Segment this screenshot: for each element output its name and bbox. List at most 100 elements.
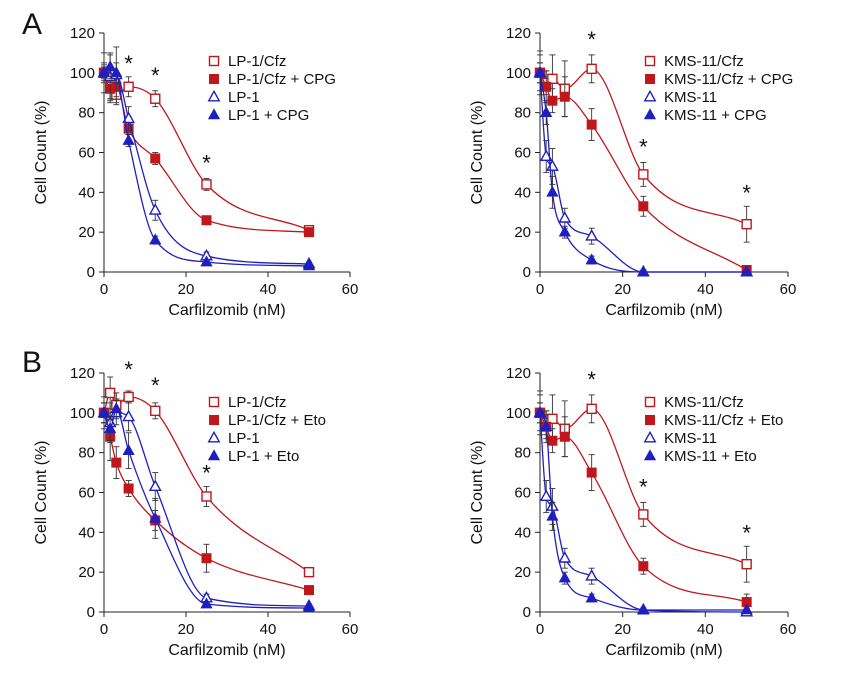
panel-letter-a: A (22, 8, 43, 41)
data-point (585, 229, 599, 241)
legend-label: KMS-11 + CPG (664, 107, 767, 124)
legend-label: LP-1/Cfz + CPG (228, 71, 336, 88)
data-point (104, 60, 117, 72)
significance-asterisk: * (202, 150, 211, 175)
data-point (586, 119, 597, 130)
x-axis-label: Carfilzomib (nM) (168, 302, 285, 319)
x-axis-label: Carfilzomib (nM) (605, 302, 722, 319)
series-1 (98, 62, 315, 236)
y-tick-label: 0 (523, 264, 531, 281)
significance-asterisk: * (202, 461, 211, 486)
x-tick-label: 40 (697, 621, 714, 638)
y-tick-label: 60 (514, 145, 531, 162)
y-tick-label: 120 (70, 25, 95, 42)
data-point (201, 179, 212, 190)
data-point (741, 218, 752, 230)
chart-panel-4: 0 20 40 60 80 100 120 0 20 40 60 Carfilzomib (nM) Ce… (469, 365, 796, 659)
data-point (200, 255, 213, 267)
data-point (585, 253, 598, 265)
legend-label: KMS-11 + Eto (664, 448, 757, 465)
significance-asterisk: * (587, 27, 596, 52)
data-point (122, 133, 135, 145)
data-point (547, 95, 558, 106)
data-point (200, 597, 213, 609)
data-point (150, 93, 161, 104)
legend-label: KMS-11/Cfz + CPG (664, 71, 793, 88)
data-point (586, 467, 597, 478)
data-point (150, 405, 161, 417)
y-tick-label: 80 (78, 445, 95, 462)
legend-marker (209, 74, 219, 84)
legend-marker (643, 430, 657, 443)
data-point (201, 491, 212, 502)
legend-marker (208, 396, 220, 408)
y-tick-label: 100 (506, 65, 531, 82)
y-tick-label: 100 (70, 405, 95, 422)
data-point (546, 185, 559, 197)
significance-asterisk: * (742, 520, 751, 545)
data-point (547, 413, 558, 425)
x-tick-label: 60 (342, 281, 359, 298)
legend-marker (643, 89, 657, 102)
significance-asterisk: * (151, 63, 160, 88)
y-axis-label: Cell Count (%) (469, 100, 486, 204)
y-tick-label: 40 (78, 524, 95, 541)
data-point (740, 603, 753, 615)
y-tick-label: 120 (506, 25, 531, 42)
legend-label: LP-1 + Eto (228, 448, 299, 465)
data-point (585, 569, 599, 581)
data-point (123, 391, 134, 403)
x-tick-label: 40 (697, 281, 714, 298)
data-point (586, 63, 597, 75)
data-point (302, 259, 316, 271)
data-point (740, 265, 753, 277)
data-point (637, 603, 650, 615)
legend-marker (645, 415, 655, 425)
data-point (149, 233, 162, 245)
y-axis-label: Cell Count (%) (33, 440, 50, 544)
y-tick-label: 20 (78, 564, 95, 581)
chart-panel-3: 0 20 40 60 80 100 120 0 20 40 60 Carfilzomib (nM) Ce… (33, 357, 358, 659)
legend-label: KMS-11/Cfz (664, 394, 744, 411)
data-point (559, 431, 570, 442)
legend-marker (207, 108, 221, 120)
y-tick-label: 40 (514, 524, 531, 541)
data-point (110, 66, 123, 78)
data-point (638, 201, 649, 212)
data-point (559, 91, 570, 102)
x-tick-label: 20 (614, 281, 631, 298)
data-point (149, 511, 162, 523)
data-point (558, 551, 572, 563)
data-point (638, 169, 649, 180)
data-point (547, 435, 558, 446)
y-tick-label: 120 (70, 365, 95, 382)
chart-panel-1: 0 20 40 60 80 100 120 0 20 40 60 Carfilzomib (nM) Ce… (33, 25, 358, 319)
y-tick-label: 100 (70, 65, 95, 82)
fit-line (103, 408, 310, 609)
data-point (540, 105, 553, 117)
data-point (201, 553, 212, 564)
y-tick-label: 80 (514, 105, 531, 122)
data-point (586, 403, 597, 415)
x-tick-label: 60 (780, 281, 797, 298)
x-tick-label: 20 (178, 621, 195, 638)
data-point (546, 509, 559, 521)
y-tick-label: 0 (87, 604, 95, 621)
data-point (302, 601, 316, 613)
y-tick-label: 60 (78, 145, 95, 162)
data-point (122, 443, 135, 455)
y-tick-label: 120 (506, 365, 531, 382)
y-tick-label: 40 (78, 184, 95, 201)
y-tick-label: 20 (514, 224, 531, 241)
data-point (547, 73, 558, 85)
data-point (111, 457, 122, 468)
data-point (541, 81, 552, 92)
fit-line (103, 412, 310, 607)
y-tick-label: 60 (514, 485, 531, 502)
data-point (201, 215, 212, 226)
x-tick-label: 40 (260, 621, 277, 638)
x-tick-label: 60 (780, 621, 797, 638)
